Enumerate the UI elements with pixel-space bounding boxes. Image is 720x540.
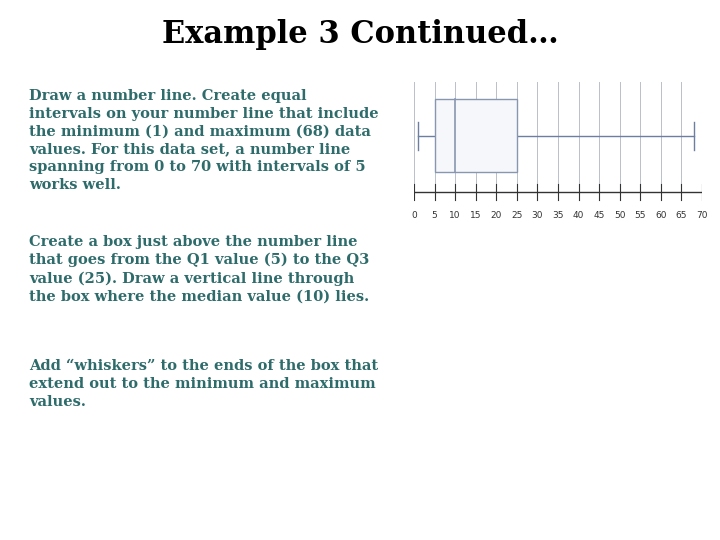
Text: 5: 5 — [432, 211, 438, 220]
Text: 55: 55 — [634, 211, 646, 220]
Text: 15: 15 — [470, 211, 482, 220]
Text: 70: 70 — [696, 211, 708, 220]
Bar — [435, 99, 517, 172]
Text: Add “whiskers” to the ends of the box that
extend out to the minimum and maximum: Add “whiskers” to the ends of the box th… — [29, 359, 378, 409]
Text: 20: 20 — [490, 211, 502, 220]
Text: Example 3 Continued…: Example 3 Continued… — [161, 19, 559, 50]
Text: Draw a number line. Create equal
intervals on your number line that include
the : Draw a number line. Create equal interva… — [29, 89, 379, 192]
Text: 50: 50 — [614, 211, 626, 220]
Text: 40: 40 — [573, 211, 584, 220]
Text: 65: 65 — [675, 211, 687, 220]
Text: 30: 30 — [531, 211, 543, 220]
Text: 25: 25 — [511, 211, 523, 220]
Text: 60: 60 — [655, 211, 667, 220]
Text: 10: 10 — [449, 211, 461, 220]
Text: 35: 35 — [552, 211, 564, 220]
Text: Create a box just above the number line
that goes from the Q1 value (5) to the Q: Create a box just above the number line … — [29, 235, 369, 303]
Text: 0: 0 — [411, 211, 417, 220]
Text: 45: 45 — [593, 211, 605, 220]
